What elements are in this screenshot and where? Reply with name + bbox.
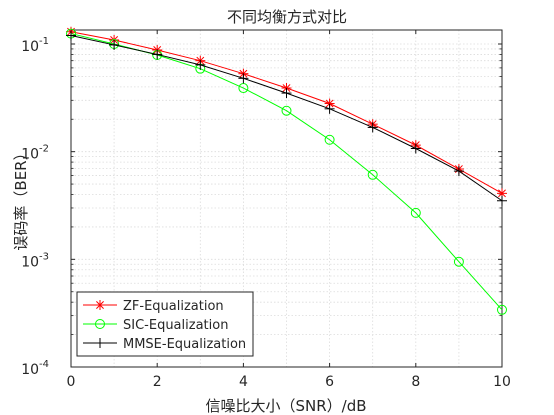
series-1-point-shape (410, 207, 421, 218)
series-1-point (410, 207, 421, 218)
series-1-point-shape (497, 304, 507, 315)
legend-marker (95, 300, 105, 310)
series-2-point (410, 143, 421, 154)
series-1-point-shape (281, 105, 292, 116)
x-tick-label: 0 (67, 374, 76, 390)
series-1-point (281, 105, 292, 116)
y-tick-label: 10-2 (21, 144, 49, 163)
series-2-point (195, 59, 206, 70)
series-2-point (367, 122, 378, 133)
legend-marker-shape (95, 319, 105, 329)
series-0-point (281, 83, 292, 94)
y-tick-label: 10-1 (21, 36, 49, 55)
grid-lines (71, 30, 502, 367)
x-tick-label: 2 (153, 374, 162, 390)
series-0-point-shape (498, 189, 506, 198)
series-2-point (152, 49, 163, 60)
series-2-point (281, 88, 292, 99)
series-1-point-shape (324, 134, 335, 145)
legend-label: MMSE-Equalization (123, 337, 246, 352)
series-2-point (324, 103, 335, 114)
series-1-point (324, 134, 335, 145)
legend-label: SIC-Equalization (123, 318, 228, 333)
legend-label: ZF-Equalization (123, 299, 224, 314)
series-1-point-shape (367, 169, 378, 180)
series-0-point-shape (325, 99, 334, 108)
x-axis-label: 信噪比大小（SNR）/dB (205, 397, 366, 415)
legend-marker-shape (96, 301, 104, 309)
y-tick-label: 10-4 (21, 359, 49, 378)
series-0-point (497, 188, 507, 199)
series-1-point (497, 304, 507, 315)
x-tick-label: 10 (493, 374, 511, 390)
series-1-point-shape (453, 256, 464, 267)
x-tick-label: 8 (411, 374, 420, 390)
y-tick-label: 10-3 (21, 251, 49, 270)
x-tick-label: 4 (239, 374, 248, 390)
series-2-point (66, 30, 76, 41)
series-1-point (238, 83, 249, 94)
legend: ZF-Equalization SIC-Equalization MMSE-Equa… (76, 291, 254, 357)
chart-title: 不同均衡方式对比 (227, 8, 347, 26)
legend-marker (95, 319, 105, 329)
series-1-point (453, 256, 464, 267)
series-1-point-shape (238, 83, 249, 94)
axis-ticks: 0 2 4 6 8 10 10-1 10-2 10-3 10-4 (21, 30, 511, 390)
series-layer (66, 26, 507, 315)
series-0-point-shape (282, 84, 291, 92)
legend-marker (95, 338, 105, 348)
series-2-point (238, 73, 249, 84)
series-2-point (109, 39, 120, 50)
x-tick-label: 6 (325, 374, 334, 390)
y-axis-label: 误码率（BER） (12, 145, 30, 250)
series-2-point (497, 195, 507, 206)
series-2-point (453, 166, 464, 177)
series-1-point (367, 169, 378, 180)
